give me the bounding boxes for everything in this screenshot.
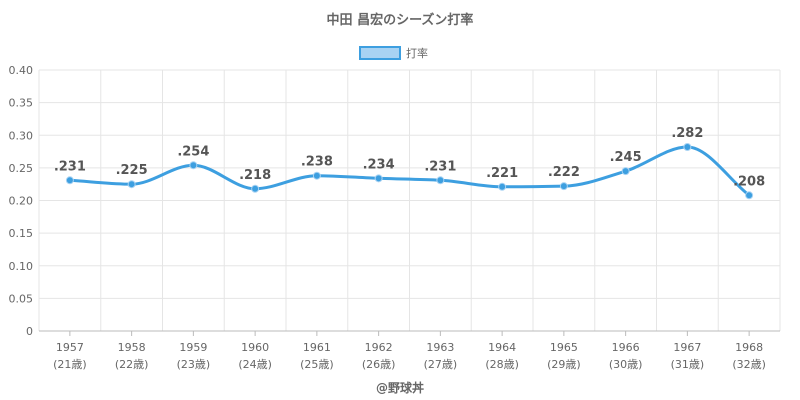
grid [39,70,780,331]
data-point [128,181,135,188]
data-label: .245 [610,150,642,165]
x-tick-sublabel: (21歳) [53,358,87,371]
x-tick-label: 1957 [56,341,84,354]
data-point [499,183,506,190]
legend-swatch [360,47,400,59]
y-tick-label: 0.05 [9,292,34,305]
data-label: .282 [671,126,703,141]
data-label: .231 [424,159,456,174]
x-tick-label: 1966 [612,341,640,354]
data-label: .225 [116,163,148,178]
data-point [622,168,629,175]
x-tick-sublabel: (24歳) [238,358,272,371]
x-tick-label: 1958 [118,341,146,354]
x-tick-label: 1961 [303,341,331,354]
y-tick-label: 0.20 [9,195,34,208]
x-tick-sublabel: (23歳) [177,358,211,371]
x-tick-label: 1965 [550,341,578,354]
x-tick-label: 1964 [488,341,516,354]
footer-credit: @野球丼 [376,380,424,395]
data-point [66,177,73,184]
data-label: .222 [548,165,580,180]
y-axis-ticks: 0 0.05 0.10 0.15 0.20 0.25 0.30 0.35 0.40 [9,64,34,338]
x-tick-label: 1960 [241,341,269,354]
data-point [560,183,567,190]
data-label: .221 [486,166,518,181]
data-label: .238 [301,155,333,170]
y-tick-label: 0.15 [9,227,34,240]
legend-label: 打率 [406,46,428,60]
x-tick-label: 1962 [365,341,393,354]
x-tick-sublabel: (28歳) [485,358,519,371]
data-point [684,143,691,150]
x-tick-sublabel: (22歳) [115,358,149,371]
data-label: .208 [733,174,765,189]
y-tick-label: 0.25 [9,162,34,175]
data-point [746,192,753,199]
x-tick-sublabel: (30歳) [609,358,643,371]
x-tick-sublabel: (26歳) [362,358,396,371]
x-tick-sublabel: (29歳) [547,358,581,371]
x-axis-ticks: 1957 (21歳) 1958 (22歳) 1959 (23歳) 1960 (24歳) 1961… [53,331,766,371]
x-tick-sublabel: (32歳) [732,358,766,371]
data-label: .254 [177,144,209,159]
legend[interactable]: 打率 [360,46,428,60]
x-tick-label: 1963 [426,341,454,354]
y-tick-label: 0.35 [9,97,34,110]
y-tick-label: 0.10 [9,260,34,273]
x-tick-sublabel: (31歳) [671,358,705,371]
data-point [375,175,382,182]
data-point [437,177,444,184]
x-tick-sublabel: (25歳) [300,358,334,371]
y-tick-label: 0.40 [9,64,34,77]
x-tick-sublabel: (27歳) [424,358,458,371]
x-tick-label: 1959 [179,341,207,354]
x-tick-label: 1967 [673,341,701,354]
data-label: .218 [239,168,271,183]
chart-title: 中田 昌宏のシーズン打率 [327,12,474,28]
data-label: .234 [363,157,395,172]
data-point [313,172,320,179]
data-point [252,185,259,192]
y-tick-label: 0 [26,325,33,338]
x-tick-label: 1968 [735,341,763,354]
y-tick-label: 0.30 [9,129,34,142]
data-point [190,162,197,169]
data-label: .231 [54,159,86,174]
